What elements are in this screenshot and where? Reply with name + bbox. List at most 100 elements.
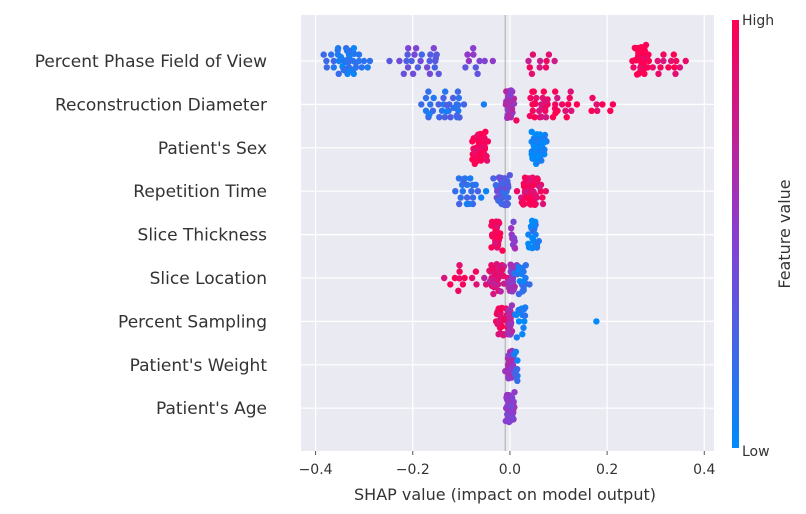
x-tick-label: −0.2 bbox=[396, 462, 430, 478]
shap-point bbox=[528, 70, 536, 78]
shap-point bbox=[496, 311, 504, 319]
shap-point bbox=[530, 227, 537, 234]
shap-point bbox=[520, 286, 527, 294]
shap-point bbox=[511, 245, 519, 252]
shap-point bbox=[432, 55, 439, 62]
shap-point bbox=[409, 70, 417, 78]
shap-point bbox=[430, 94, 437, 102]
shap-point bbox=[500, 272, 507, 280]
shap-point bbox=[507, 276, 514, 284]
shap-point bbox=[447, 281, 454, 288]
shap-point bbox=[459, 188, 466, 195]
shap-point bbox=[489, 57, 496, 65]
shap-point bbox=[455, 287, 462, 294]
shap-point bbox=[476, 150, 483, 158]
shap-point bbox=[599, 101, 606, 108]
shap-point bbox=[536, 183, 543, 190]
shap-point bbox=[543, 57, 550, 65]
shap-point bbox=[529, 51, 537, 58]
feature-label: Percent Phase Field of View bbox=[35, 52, 267, 72]
shap-point bbox=[527, 187, 534, 194]
shap-point bbox=[565, 101, 572, 108]
shap-point bbox=[531, 148, 538, 156]
shap-point bbox=[499, 247, 506, 254]
shap-point bbox=[492, 229, 499, 237]
shap-point bbox=[475, 139, 482, 146]
shap-point bbox=[452, 188, 459, 195]
feature-row-points bbox=[469, 128, 550, 167]
shap-point bbox=[521, 174, 529, 181]
shap-point bbox=[462, 64, 469, 71]
shap-point bbox=[423, 64, 431, 71]
shap-point bbox=[366, 57, 374, 65]
shap-point bbox=[400, 70, 407, 78]
shap-point bbox=[472, 64, 479, 71]
shap-point bbox=[533, 94, 540, 102]
shap-point bbox=[323, 57, 330, 65]
shap-point bbox=[545, 51, 553, 58]
shap-point bbox=[505, 352, 513, 359]
shap-point bbox=[512, 348, 520, 355]
feature-label: Patient's Sex bbox=[158, 139, 267, 159]
shap-point bbox=[506, 315, 514, 322]
shap-point bbox=[482, 128, 489, 135]
shap-point bbox=[539, 194, 546, 201]
shap-point bbox=[515, 318, 523, 325]
shap-point bbox=[631, 56, 639, 64]
shap-point bbox=[337, 53, 345, 61]
shap-point bbox=[573, 101, 581, 108]
shap-point bbox=[526, 64, 533, 71]
shap-point bbox=[492, 240, 499, 247]
shap-point bbox=[558, 101, 566, 108]
shap-point bbox=[469, 181, 476, 189]
shap-point bbox=[660, 51, 667, 58]
shap-point bbox=[566, 94, 573, 102]
shap-point bbox=[443, 102, 451, 109]
x-axis-title: SHAP value (impact on model output) bbox=[354, 485, 656, 504]
shap-point bbox=[634, 44, 641, 52]
shap-point bbox=[538, 113, 545, 121]
shap-point bbox=[431, 64, 438, 71]
shap-point bbox=[481, 274, 488, 282]
shap-point bbox=[522, 194, 529, 201]
feature-label: Patient's Weight bbox=[130, 356, 268, 376]
shap-point bbox=[672, 70, 679, 78]
feature-label: Patient's Age bbox=[156, 399, 267, 419]
shap-point bbox=[529, 234, 536, 242]
shap-point bbox=[328, 51, 335, 58]
shap-point bbox=[676, 64, 684, 71]
shap-point bbox=[466, 200, 473, 208]
shap-point bbox=[541, 98, 549, 106]
shap-point bbox=[521, 305, 528, 313]
shap-point bbox=[483, 153, 490, 160]
shap-point bbox=[525, 57, 532, 65]
shap-point bbox=[593, 101, 600, 108]
shap-point bbox=[351, 50, 358, 57]
colorbar-title: Feature value bbox=[775, 179, 794, 288]
shap-point bbox=[412, 45, 420, 52]
shap-point bbox=[358, 64, 365, 71]
shap-point bbox=[526, 112, 534, 120]
feature-label: Repetition Time bbox=[133, 182, 267, 202]
colorbar-low-label: Low bbox=[742, 444, 770, 460]
shap-point bbox=[520, 201, 527, 208]
shap-point bbox=[530, 181, 537, 188]
shap-point bbox=[535, 152, 543, 159]
shap-point bbox=[340, 66, 348, 74]
shap-point bbox=[536, 64, 543, 71]
shap-point bbox=[607, 107, 614, 115]
shap-point bbox=[528, 128, 535, 135]
shap-point bbox=[508, 225, 515, 232]
shap-point bbox=[660, 57, 667, 65]
shap-point bbox=[531, 143, 539, 150]
x-tick-label: 0.4 bbox=[693, 462, 715, 478]
shap-point bbox=[507, 409, 514, 416]
shap-point bbox=[505, 328, 512, 335]
shap-point bbox=[568, 107, 575, 115]
shap-point bbox=[480, 101, 488, 108]
shap-point bbox=[426, 111, 433, 118]
shap-point bbox=[414, 64, 422, 71]
shap-point bbox=[360, 57, 368, 65]
shap-point bbox=[476, 144, 484, 151]
